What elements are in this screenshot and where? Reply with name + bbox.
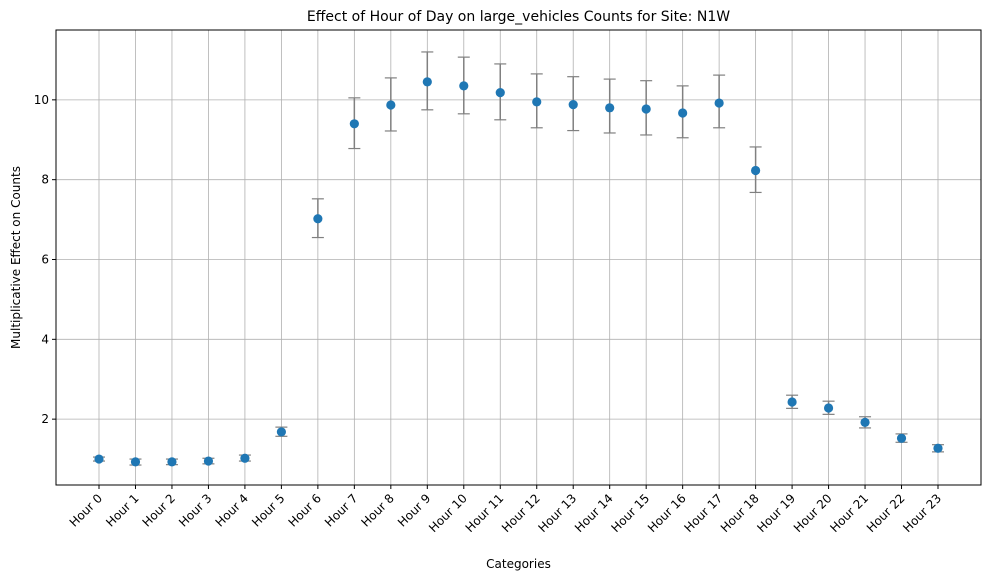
data-point bbox=[130, 457, 141, 467]
data-point bbox=[276, 427, 286, 437]
data-point bbox=[714, 98, 724, 108]
data-point bbox=[313, 214, 323, 224]
x-tick-label: Hour 0 bbox=[67, 491, 105, 529]
x-tick-label: Hour 1 bbox=[103, 491, 141, 529]
data-point bbox=[459, 81, 469, 91]
y-tick-label: 4 bbox=[41, 332, 49, 346]
x-tick-label: Hour 11 bbox=[463, 491, 507, 535]
x-axis-label: Categories bbox=[486, 557, 551, 571]
y-tick-label: 8 bbox=[41, 173, 49, 187]
x-tick-label: Hour 13 bbox=[535, 491, 579, 535]
data-point bbox=[422, 77, 432, 87]
chart-title: Effect of Hour of Day on large_vehicles … bbox=[307, 9, 730, 25]
y-axis-label: Multiplicative Effect on Counts bbox=[9, 166, 23, 349]
x-tick-label: Hour 10 bbox=[426, 491, 470, 535]
x-tick-label: Hour 4 bbox=[213, 491, 251, 529]
plot-area bbox=[55, 29, 982, 486]
x-tick-label: Hour 8 bbox=[359, 491, 397, 529]
x-tick-label: Hour 14 bbox=[572, 491, 616, 535]
data-point bbox=[605, 103, 615, 113]
x-tick-label: Hour 20 bbox=[791, 491, 835, 535]
x-tick-label: Hour 19 bbox=[754, 491, 798, 535]
data-point bbox=[167, 457, 177, 467]
data-point bbox=[823, 403, 834, 413]
y-axis-ticks: 2 4 6 8 10 bbox=[34, 93, 56, 426]
data-point bbox=[203, 456, 214, 466]
data-point bbox=[751, 165, 761, 176]
data-point bbox=[349, 119, 359, 129]
x-tick-label: Hour 17 bbox=[681, 491, 725, 535]
error-bars bbox=[93, 51, 944, 466]
x-tick-label: Hour 2 bbox=[140, 491, 178, 529]
x-tick-label: Hour 3 bbox=[176, 491, 214, 529]
data-point bbox=[532, 97, 542, 107]
data-point bbox=[386, 100, 396, 110]
data-point bbox=[641, 104, 651, 114]
data-point bbox=[678, 108, 688, 118]
y-tick-label: 2 bbox=[41, 412, 49, 426]
x-tick-label: Hour 5 bbox=[249, 491, 287, 529]
data-point bbox=[495, 88, 505, 98]
x-tick-label: Hour 18 bbox=[718, 491, 762, 535]
data-point bbox=[860, 417, 870, 427]
data-point bbox=[94, 454, 104, 464]
x-tick-label: Hour 12 bbox=[499, 491, 543, 535]
data-point bbox=[568, 100, 578, 110]
data-point bbox=[933, 443, 943, 453]
x-tick-label: Hour 22 bbox=[864, 491, 908, 535]
x-tick-label: Hour 7 bbox=[322, 491, 360, 529]
x-tick-label: Hour 15 bbox=[608, 491, 652, 535]
data-point bbox=[787, 397, 797, 407]
y-tick-label: 6 bbox=[41, 252, 49, 266]
y-tick-label: 10 bbox=[34, 93, 49, 107]
x-tick-label: Hour 6 bbox=[286, 491, 324, 529]
data-points bbox=[94, 77, 943, 467]
data-point bbox=[240, 453, 250, 463]
data-point bbox=[896, 433, 907, 443]
x-tick-label: Hour 16 bbox=[645, 491, 689, 535]
x-tick-label: Hour 21 bbox=[827, 491, 871, 535]
grid bbox=[56, 30, 981, 485]
x-tick-label: Hour 23 bbox=[900, 491, 944, 535]
